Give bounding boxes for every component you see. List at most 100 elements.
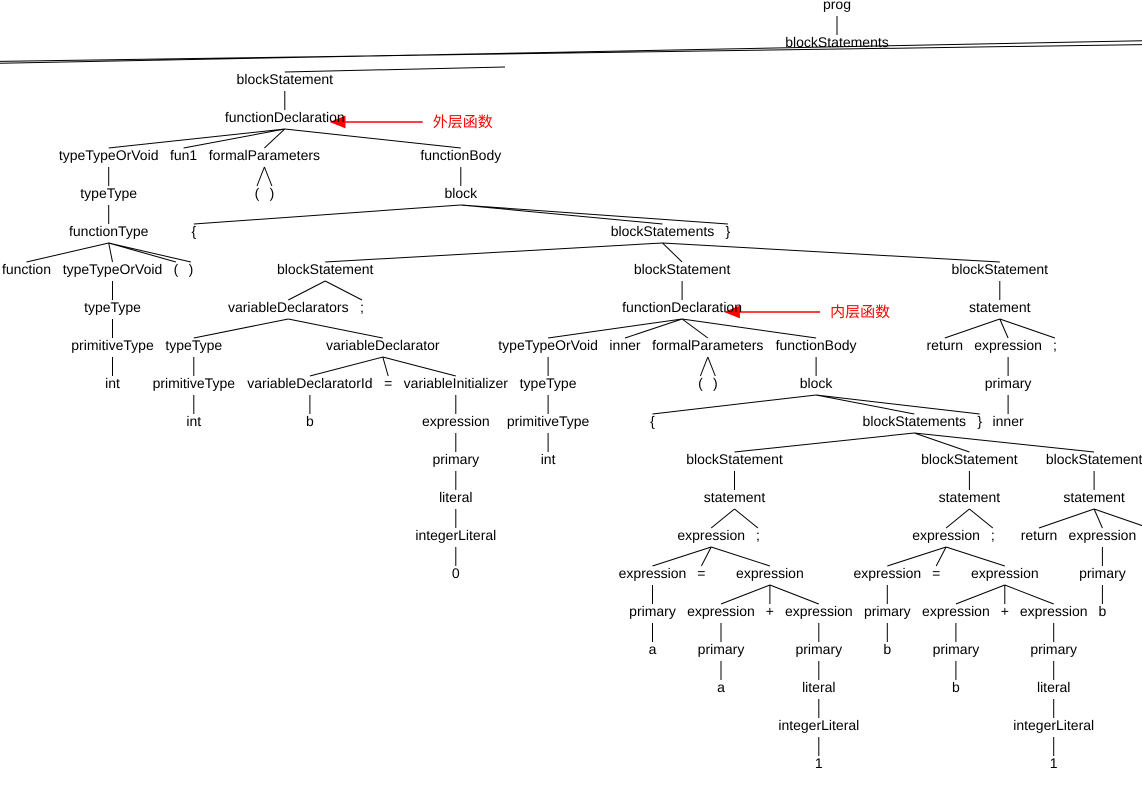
svg-text:blockStatement: blockStatement bbox=[634, 261, 731, 277]
svg-text:0: 0 bbox=[452, 565, 460, 581]
svg-text:expression: expression bbox=[971, 565, 1039, 581]
svg-text:=: = bbox=[384, 375, 392, 391]
svg-text:typeTypeOrVoid: typeTypeOrVoid bbox=[59, 147, 159, 163]
svg-text:{: { bbox=[191, 223, 196, 239]
svg-text:int: int bbox=[541, 451, 556, 467]
svg-text:): ) bbox=[713, 375, 718, 391]
svg-text:primitiveType: primitiveType bbox=[153, 375, 236, 391]
svg-text:literal: literal bbox=[439, 489, 472, 505]
svg-text:block: block bbox=[800, 375, 834, 391]
svg-text:statement: statement bbox=[939, 489, 1001, 505]
svg-text:primary: primary bbox=[1079, 565, 1126, 581]
svg-text:literal: literal bbox=[802, 679, 835, 695]
svg-text:functionBody: functionBody bbox=[420, 147, 501, 163]
svg-text:;: ; bbox=[756, 527, 760, 543]
svg-text:expression: expression bbox=[736, 565, 804, 581]
svg-text:functionType: functionType bbox=[69, 223, 149, 239]
svg-text:blockStatement: blockStatement bbox=[237, 71, 334, 87]
svg-text:b: b bbox=[952, 679, 960, 695]
svg-text:): ) bbox=[189, 261, 194, 277]
svg-text:typeTypeOrVoid: typeTypeOrVoid bbox=[63, 261, 163, 277]
svg-text:formalParameters: formalParameters bbox=[209, 147, 320, 163]
svg-text:expression: expression bbox=[422, 413, 490, 429]
svg-text:(: ( bbox=[698, 375, 703, 391]
svg-text:;: ; bbox=[1053, 337, 1057, 353]
svg-text:typeType: typeType bbox=[520, 375, 577, 391]
svg-text:primary: primary bbox=[629, 603, 676, 619]
svg-text:variableDeclarators: variableDeclarators bbox=[228, 299, 349, 315]
svg-text:blockStatements: blockStatements bbox=[611, 223, 715, 239]
svg-text:primary: primary bbox=[432, 451, 479, 467]
svg-text:return: return bbox=[1021, 527, 1058, 543]
svg-text:typeType: typeType bbox=[80, 185, 137, 201]
svg-text:primary: primary bbox=[795, 641, 842, 657]
svg-text:int: int bbox=[105, 375, 120, 391]
svg-text:int: int bbox=[186, 413, 201, 429]
svg-text:+: + bbox=[766, 603, 774, 619]
svg-text:primary: primary bbox=[864, 603, 911, 619]
svg-text:functionDeclaration: functionDeclaration bbox=[225, 109, 345, 125]
svg-text:{: { bbox=[650, 413, 655, 429]
svg-text:integerLiteral: integerLiteral bbox=[778, 717, 859, 733]
svg-text:inner: inner bbox=[609, 337, 640, 353]
svg-text:primary: primary bbox=[698, 641, 745, 657]
svg-text:functionDeclaration: functionDeclaration bbox=[622, 299, 742, 315]
svg-text:primary: primary bbox=[933, 641, 980, 657]
svg-text:primary: primary bbox=[985, 375, 1032, 391]
svg-text:expression: expression bbox=[619, 565, 687, 581]
svg-text:a: a bbox=[717, 679, 725, 695]
svg-text:a: a bbox=[649, 641, 657, 657]
svg-text:typeTypeOrVoid: typeTypeOrVoid bbox=[498, 337, 598, 353]
svg-text:expression: expression bbox=[785, 603, 853, 619]
svg-text:statement: statement bbox=[1063, 489, 1125, 505]
svg-text:blockStatements: blockStatements bbox=[863, 413, 967, 429]
svg-text:}: } bbox=[726, 223, 731, 239]
svg-text:primitiveType: primitiveType bbox=[507, 413, 590, 429]
svg-text:1: 1 bbox=[815, 755, 823, 771]
svg-text:blockStatement: blockStatement bbox=[1046, 451, 1142, 467]
svg-text:blockStatement: blockStatement bbox=[952, 261, 1049, 277]
svg-text:+: + bbox=[1001, 603, 1009, 619]
svg-text:b: b bbox=[306, 413, 314, 429]
svg-text:(: ( bbox=[174, 261, 179, 277]
svg-text:blockStatements: blockStatements bbox=[785, 34, 889, 50]
svg-text:=: = bbox=[932, 565, 940, 581]
svg-text:b: b bbox=[883, 641, 891, 657]
svg-text:primary: primary bbox=[1030, 641, 1077, 657]
svg-text:integerLiteral: integerLiteral bbox=[415, 527, 496, 543]
svg-text:prog: prog bbox=[823, 0, 851, 12]
svg-text:expression: expression bbox=[853, 565, 921, 581]
svg-text:): ) bbox=[270, 185, 275, 201]
svg-text:;: ; bbox=[360, 299, 364, 315]
svg-text:typeType: typeType bbox=[165, 337, 222, 353]
svg-text:return: return bbox=[927, 337, 964, 353]
svg-text:blockStatement: blockStatement bbox=[277, 261, 374, 277]
svg-text:fun1: fun1 bbox=[170, 147, 197, 163]
svg-text:integerLiteral: integerLiteral bbox=[1013, 717, 1094, 733]
svg-text:expression: expression bbox=[687, 603, 755, 619]
svg-text:formalParameters: formalParameters bbox=[652, 337, 763, 353]
svg-text:expression: expression bbox=[974, 337, 1042, 353]
svg-text:function: function bbox=[2, 261, 51, 277]
svg-text:expression: expression bbox=[1069, 527, 1137, 543]
svg-text:(: ( bbox=[255, 185, 260, 201]
svg-text:variableDeclarator: variableDeclarator bbox=[326, 337, 440, 353]
svg-text:typeType: typeType bbox=[84, 299, 141, 315]
svg-text:内层函数: 内层函数 bbox=[830, 304, 890, 321]
svg-text:functionBody: functionBody bbox=[776, 337, 857, 353]
svg-text:variableInitializer: variableInitializer bbox=[404, 375, 509, 391]
svg-text:expression: expression bbox=[677, 527, 745, 543]
svg-text:;: ; bbox=[991, 527, 995, 543]
svg-text:primitiveType: primitiveType bbox=[71, 337, 154, 353]
svg-text:expression: expression bbox=[912, 527, 980, 543]
svg-text:expression: expression bbox=[1020, 603, 1088, 619]
svg-text:statement: statement bbox=[969, 299, 1031, 315]
svg-text:statement: statement bbox=[704, 489, 766, 505]
svg-text:=: = bbox=[697, 565, 705, 581]
svg-text:}: } bbox=[977, 413, 982, 429]
svg-text:blockStatement: blockStatement bbox=[686, 451, 783, 467]
svg-text:expression: expression bbox=[922, 603, 990, 619]
svg-text:variableDeclaratorId: variableDeclaratorId bbox=[247, 375, 372, 391]
svg-text:外层函数: 外层函数 bbox=[433, 114, 493, 131]
svg-text:blockStatement: blockStatement bbox=[921, 451, 1018, 467]
